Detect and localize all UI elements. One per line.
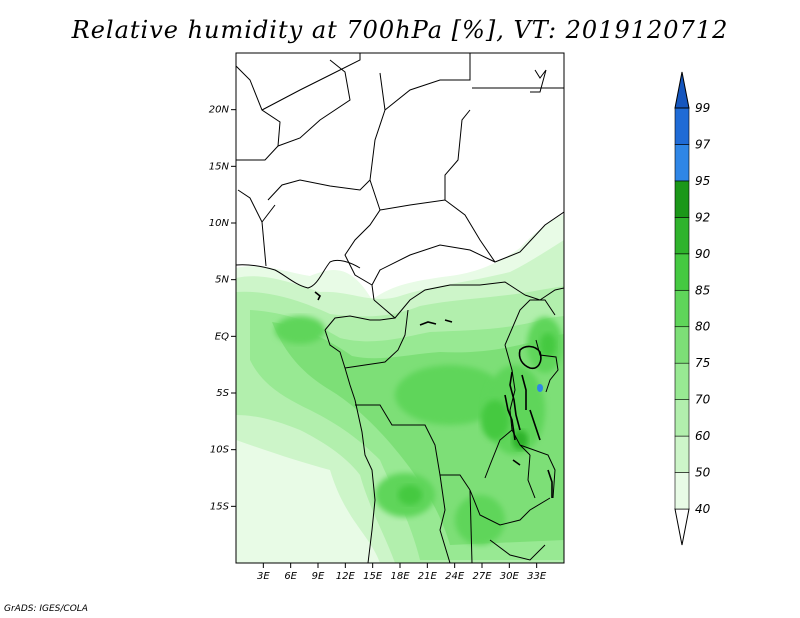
colorbar-swatch	[674, 508, 690, 546]
lon-tick-label: 12E	[336, 571, 356, 582]
colorbar-label: 92	[695, 210, 710, 224]
colorbar-swatch	[674, 144, 690, 182]
lat-tick-label: 10N	[209, 218, 230, 229]
lon-tick-label: 30E	[500, 571, 520, 582]
map-title: Relative humidity at 700hPa [%], VT: 201…	[71, 16, 729, 44]
colorbar-swatch	[674, 399, 690, 437]
lat-tick-label: 15N	[209, 161, 230, 172]
colorbar-label: 80	[695, 320, 711, 334]
colorbar-swatch	[674, 180, 690, 218]
colorbar-swatch	[674, 71, 690, 109]
lon-tick-label: 6E	[284, 571, 297, 582]
colorbar-swatch	[674, 435, 690, 473]
colorbar-swatch	[674, 326, 690, 364]
lake-victoria	[537, 384, 543, 392]
lon-tick-label: 3E	[257, 571, 270, 582]
colorbar-swatch	[674, 253, 690, 291]
lon-tick-label: 18E	[390, 571, 410, 582]
lat-tick-label: EQ	[215, 331, 229, 342]
lon-tick-label: 33E	[527, 571, 547, 582]
lon-tick-label: 15E	[363, 571, 383, 582]
lon-tick-label: 27E	[472, 571, 492, 582]
colorbar-label: 50	[695, 466, 711, 480]
colorbar-label: 70	[695, 393, 711, 407]
colorbar-swatch	[674, 289, 690, 328]
lat-tick-label: 15S	[210, 501, 230, 512]
lat-tick-label: 5N	[215, 275, 229, 286]
colorbar-label: 90	[695, 247, 711, 261]
colorbar-swatch	[674, 472, 690, 510]
colorbar-label: 60	[695, 429, 711, 443]
lon-tick-label: 9E	[312, 571, 325, 582]
colorbar-swatch	[674, 107, 690, 145]
colorbar-label: 75	[695, 356, 710, 370]
country-borders	[236, 53, 564, 563]
grads-credit: GrADS: IGES/COLA	[4, 604, 88, 614]
colorbar-label: 85	[695, 283, 710, 297]
lat-tick-label: 10S	[210, 445, 230, 456]
colorbar: 40 50 60 70 75 80 85 90 92 95 97 99	[674, 71, 711, 546]
axis-ticks: 20N 15N 10N 5N EQ 5S 10S 15S 3E 6E 9E 12E 15E 18E 21E 2…	[209, 105, 547, 582]
colorbar-label: 40	[695, 502, 711, 516]
lon-tick-label: 24E	[445, 571, 465, 582]
colorbar-swatch	[674, 217, 690, 255]
lat-tick-label: 20N	[209, 105, 230, 116]
colorbar-label: 99	[695, 101, 710, 115]
lon-tick-label: 21E	[418, 571, 438, 582]
lakes	[314, 291, 553, 498]
colorbar-label: 97	[695, 137, 711, 151]
lat-tick-label: 5S	[216, 388, 229, 399]
colorbar-swatch	[674, 362, 690, 400]
colorbar-label: 95	[695, 174, 710, 188]
